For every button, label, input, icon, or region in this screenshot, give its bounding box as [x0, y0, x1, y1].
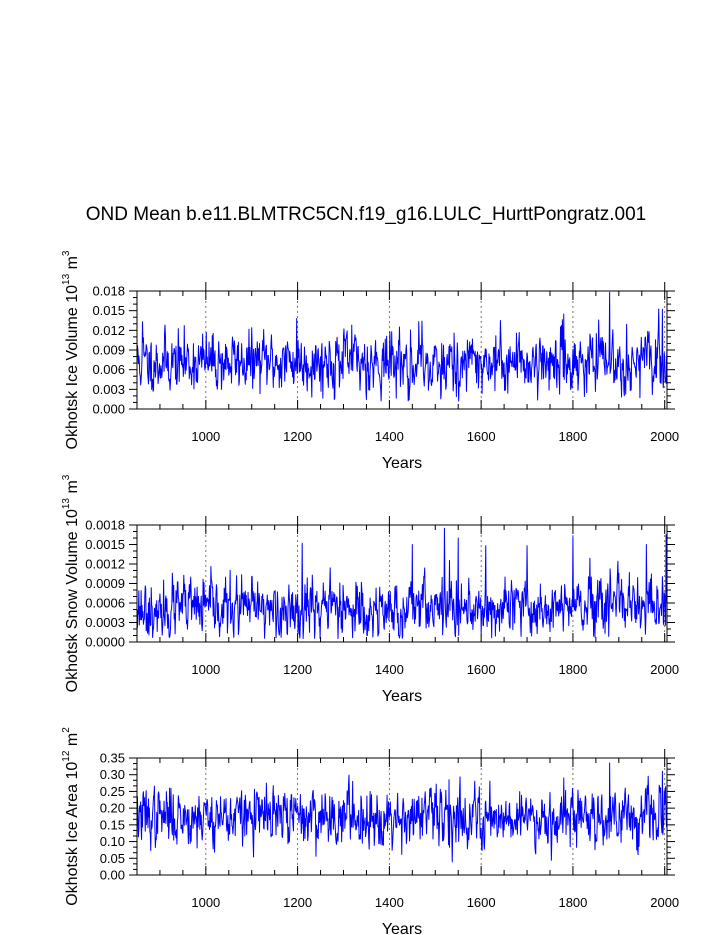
xtick-label: 1600 [467, 662, 496, 677]
xtick-label: 1200 [283, 429, 312, 444]
ytick-label: 0.000 [92, 402, 125, 417]
ytick-label: 0.0000 [85, 635, 125, 650]
ytick-label: 0.20 [100, 801, 125, 816]
series-line-snow-volume [136, 527, 668, 640]
xaxis-title: Years [382, 455, 422, 472]
ytick-label: 0.0003 [85, 615, 125, 630]
ytick-label: 0.0015 [85, 537, 125, 552]
xtick-label: 1600 [467, 895, 496, 910]
xtick-label: 1000 [191, 429, 220, 444]
ytick-label: 0.0009 [85, 576, 125, 591]
xtick-label: 1800 [558, 895, 587, 910]
xaxis-title: Years [382, 688, 422, 705]
ytick-label: 0.009 [92, 343, 125, 358]
ytick-label: 0.003 [92, 382, 125, 397]
ytick-label: 0.35 [100, 751, 125, 766]
yaxis-title: Okhotsk Ice Volume 1013 m3 [61, 250, 81, 449]
xtick-label: 1800 [558, 662, 587, 677]
xtick-label: 1400 [375, 662, 404, 677]
xtick-label: 1600 [467, 429, 496, 444]
ytick-label: 0.0006 [85, 596, 125, 611]
ytick-label: 0.0012 [85, 557, 125, 572]
yaxis-title: Okhotsk Ice Area 1012 m2 [61, 727, 81, 906]
ytick-label: 0.30 [100, 767, 125, 782]
xaxis-title: Years [382, 921, 422, 935]
xtick-label: 1400 [375, 429, 404, 444]
ytick-label: 0.15 [100, 817, 125, 832]
panel-ice-area: 1000 1200 1400 1600 1800 2000 0.00 0.05 0.10 0.15… [61, 727, 679, 935]
xtick-label: 2000 [650, 429, 679, 444]
ytick-label: 0.10 [100, 834, 125, 849]
xtick-label: 1400 [375, 895, 404, 910]
ytick-label: 0.25 [100, 784, 125, 799]
ytick-label: 0.006 [92, 362, 125, 377]
panel-ice-volume: 1000 1200 1400 1600 1800 2000 0.000 0.003 0.006 0… [61, 250, 679, 472]
xtick-label: 1000 [191, 895, 220, 910]
xtick-label: 2000 [650, 662, 679, 677]
xtick-label: 1000 [191, 662, 220, 677]
xtick-label: 2000 [650, 895, 679, 910]
panel-snow-volume: 1000 1200 1400 1600 1800 2000 0.0000 0.0003 0.00… [61, 474, 679, 705]
ytick-label: 0.05 [100, 851, 125, 866]
ytick-label: 0.015 [92, 303, 125, 318]
plot-frame [136, 757, 668, 876]
ytick-label: 0.00 [100, 868, 125, 883]
ytick-label: 0.018 [92, 284, 125, 299]
ytick-label: 0.012 [92, 323, 125, 338]
xtick-label: 1200 [283, 662, 312, 677]
ytick-label: 0.0018 [85, 518, 125, 533]
xtick-label: 1800 [558, 429, 587, 444]
panels: 1000 1200 1400 1600 1800 2000 0.000 0.003 0.006 0… [61, 250, 679, 935]
series-line-ice-volume [136, 291, 668, 402]
figure-title: OND Mean b.e11.BLMTRC5CN.f19_g16.LULC_Hu… [86, 204, 646, 225]
yaxis-title: Okhotsk Snow Volume 1013 m3 [61, 474, 81, 692]
xtick-label: 1200 [283, 895, 312, 910]
series-line-ice-area [136, 762, 668, 863]
